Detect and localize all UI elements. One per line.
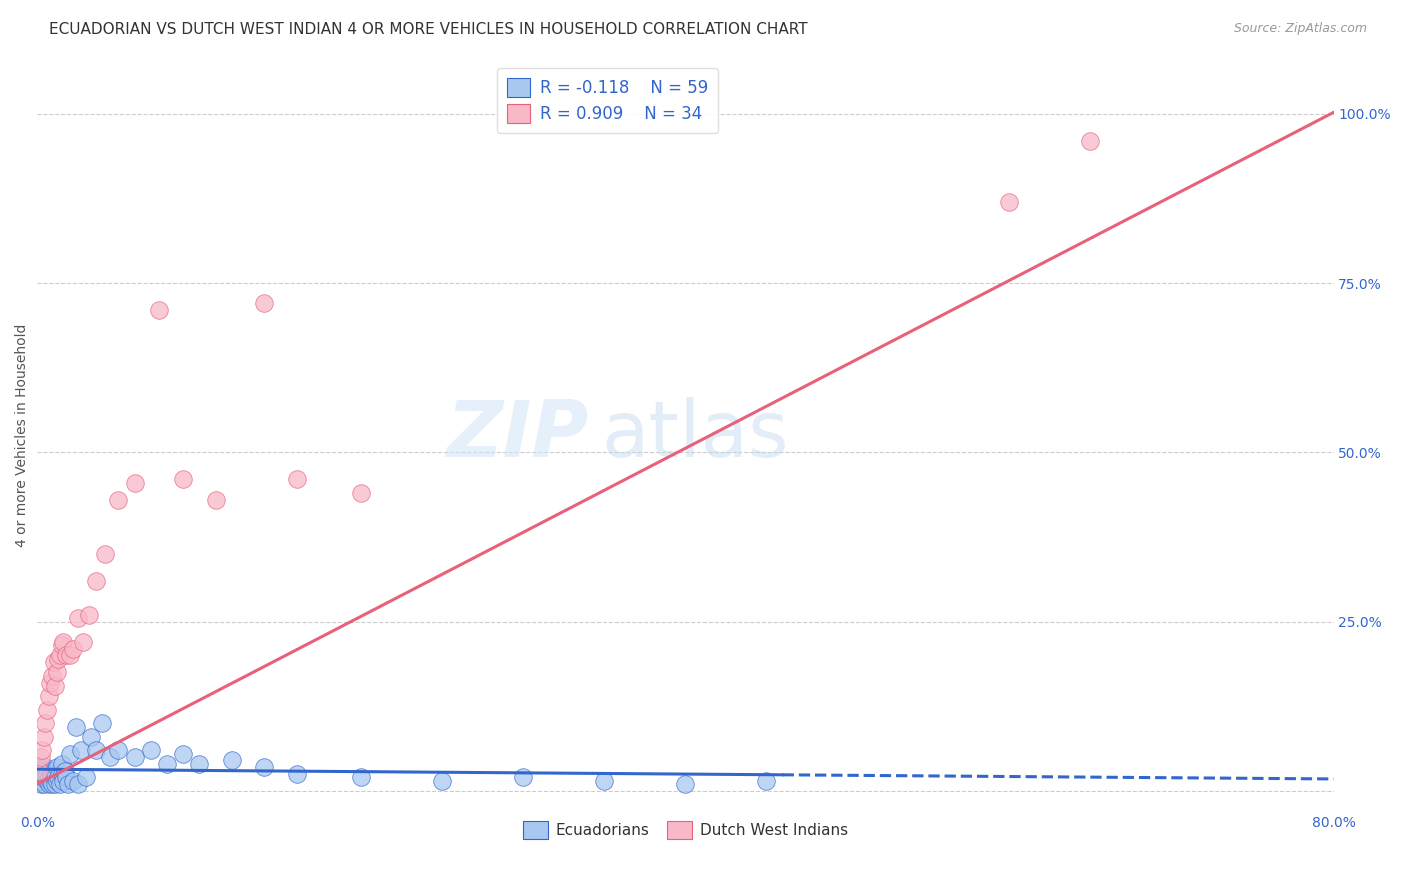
Point: [52, 635, 75, 649]
Point: [44, 777, 66, 791]
Point: [432, 773, 454, 788]
Point: [350, 486, 373, 500]
Point: [204, 492, 226, 507]
Point: [52, 773, 75, 788]
Point: [55, 648, 77, 663]
Point: [755, 773, 778, 788]
Point: [31, 773, 53, 788]
Point: [38, 689, 60, 703]
Point: [39, 764, 62, 778]
Point: [39, 773, 62, 788]
Point: [65, 720, 87, 734]
Point: [38, 777, 60, 791]
Point: [66, 777, 89, 791]
Text: Source: ZipAtlas.com: Source: ZipAtlas.com: [1233, 22, 1367, 36]
Point: [30, 760, 52, 774]
Point: [98, 750, 121, 764]
Point: [55, 770, 77, 784]
Point: [42, 770, 65, 784]
Point: [84, 574, 107, 588]
Point: [34, 760, 56, 774]
Point: [188, 756, 211, 771]
Point: [45, 773, 67, 788]
Point: [41, 767, 63, 781]
Point: [172, 472, 194, 486]
Point: [28, 764, 51, 778]
Point: [45, 760, 67, 774]
Point: [51, 638, 73, 652]
Point: [38, 770, 60, 784]
Point: [253, 760, 276, 774]
Point: [172, 747, 194, 761]
Point: [42, 655, 65, 669]
Point: [107, 743, 129, 757]
Point: [84, 743, 107, 757]
Point: [32, 730, 55, 744]
Y-axis label: 4 or more Vehicles in Household: 4 or more Vehicles in Household: [15, 324, 30, 547]
Point: [124, 475, 146, 490]
Point: [51, 756, 73, 771]
Point: [35, 773, 58, 788]
Point: [80, 730, 103, 744]
Point: [107, 492, 129, 507]
Point: [32, 764, 55, 778]
Point: [77, 607, 100, 622]
Point: [1080, 134, 1102, 148]
Point: [593, 773, 616, 788]
Point: [44, 767, 66, 781]
Point: [148, 303, 170, 318]
Point: [51, 767, 73, 781]
Point: [62, 773, 84, 788]
Point: [35, 703, 58, 717]
Point: [45, 665, 67, 680]
Point: [124, 750, 146, 764]
Point: [31, 770, 53, 784]
Point: [75, 770, 97, 784]
Point: [91, 716, 114, 731]
Point: [350, 770, 373, 784]
Point: [48, 770, 70, 784]
Point: [28, 764, 51, 778]
Point: [70, 743, 93, 757]
Point: [59, 648, 82, 663]
Point: [139, 743, 162, 757]
Point: [39, 675, 62, 690]
Point: [62, 641, 84, 656]
Point: [53, 764, 76, 778]
Point: [30, 767, 52, 781]
Text: ECUADORIAN VS DUTCH WEST INDIAN 4 OR MORE VEHICLES IN HOUSEHOLD CORRELATION CHAR: ECUADORIAN VS DUTCH WEST INDIAN 4 OR MOR…: [49, 22, 808, 37]
Point: [34, 770, 56, 784]
Point: [31, 743, 53, 757]
Point: [32, 777, 55, 791]
Point: [59, 747, 82, 761]
Point: [28, 773, 51, 788]
Point: [34, 716, 56, 731]
Point: [285, 472, 308, 486]
Point: [30, 750, 52, 764]
Point: [94, 547, 117, 561]
Point: [49, 777, 72, 791]
Point: [221, 753, 243, 767]
Legend: Ecuadorians, Dutch West Indians: Ecuadorians, Dutch West Indians: [517, 815, 853, 845]
Point: [42, 764, 65, 778]
Point: [35, 767, 58, 781]
Point: [49, 648, 72, 663]
Point: [30, 777, 52, 791]
Point: [512, 770, 534, 784]
Point: [72, 635, 94, 649]
Text: ZIP: ZIP: [446, 398, 588, 474]
Point: [44, 679, 66, 693]
Point: [285, 767, 308, 781]
Point: [41, 777, 63, 791]
Point: [998, 194, 1021, 209]
Point: [156, 756, 179, 771]
Point: [48, 652, 70, 666]
Point: [41, 669, 63, 683]
Point: [27, 770, 49, 784]
Point: [56, 777, 79, 791]
Text: atlas: atlas: [602, 398, 789, 474]
Point: [66, 611, 89, 625]
Point: [673, 777, 696, 791]
Point: [253, 296, 276, 310]
